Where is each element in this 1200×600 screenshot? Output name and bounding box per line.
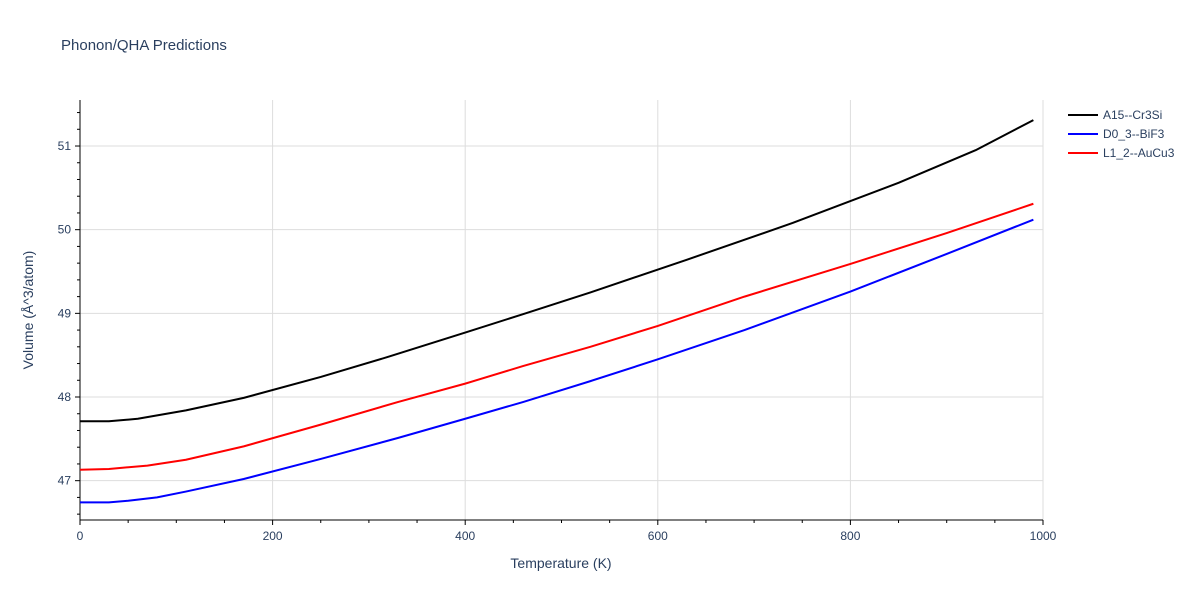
y-tick-label: 48 — [58, 390, 72, 404]
y-tick-label: 51 — [58, 139, 72, 153]
x-tick-label: 400 — [455, 529, 475, 543]
y-tick-label: 47 — [58, 474, 72, 488]
y-tick-label: 49 — [58, 306, 72, 320]
legend-label: L1_2--AuCu3 — [1103, 146, 1175, 160]
legend-label: D0_3--BiF3 — [1103, 127, 1165, 141]
legend-item[interactable]: A15--Cr3Si — [1068, 108, 1162, 122]
y-tick-label: 50 — [58, 223, 72, 237]
series-line-A15--Cr3Si — [80, 119, 1034, 423]
legend-item[interactable]: D0_3--BiF3 — [1068, 127, 1165, 141]
x-tick-label: 200 — [263, 529, 283, 543]
x-tick-label: 1000 — [1030, 529, 1057, 543]
x-tick-label: 600 — [648, 529, 668, 543]
tick-labels: 0 200 400 600 800 1000 47 48 49 50 51 — [58, 139, 1057, 543]
chart-title: Phonon/QHA Predictions — [61, 37, 227, 54]
x-axis-title: Temperature (K) — [510, 555, 611, 571]
x-tick-label: 0 — [77, 529, 84, 543]
legend-label: A15--Cr3Si — [1103, 108, 1162, 122]
series-line-D0_3--BiF3 — [80, 218, 1034, 504]
y-axis-title: Volume (Å^3/atom) — [20, 251, 36, 370]
x-tick-label: 800 — [840, 529, 860, 543]
axes — [75, 100, 1044, 525]
series-lines — [79, 119, 1034, 504]
legend-item[interactable]: L1_2--AuCu3 — [1068, 146, 1175, 160]
series-line-L1_2--AuCu3 — [79, 202, 1034, 471]
legend[interactable]: A15--Cr3Si D0_3--BiF3 L1_2--AuCu3 — [1068, 108, 1175, 160]
